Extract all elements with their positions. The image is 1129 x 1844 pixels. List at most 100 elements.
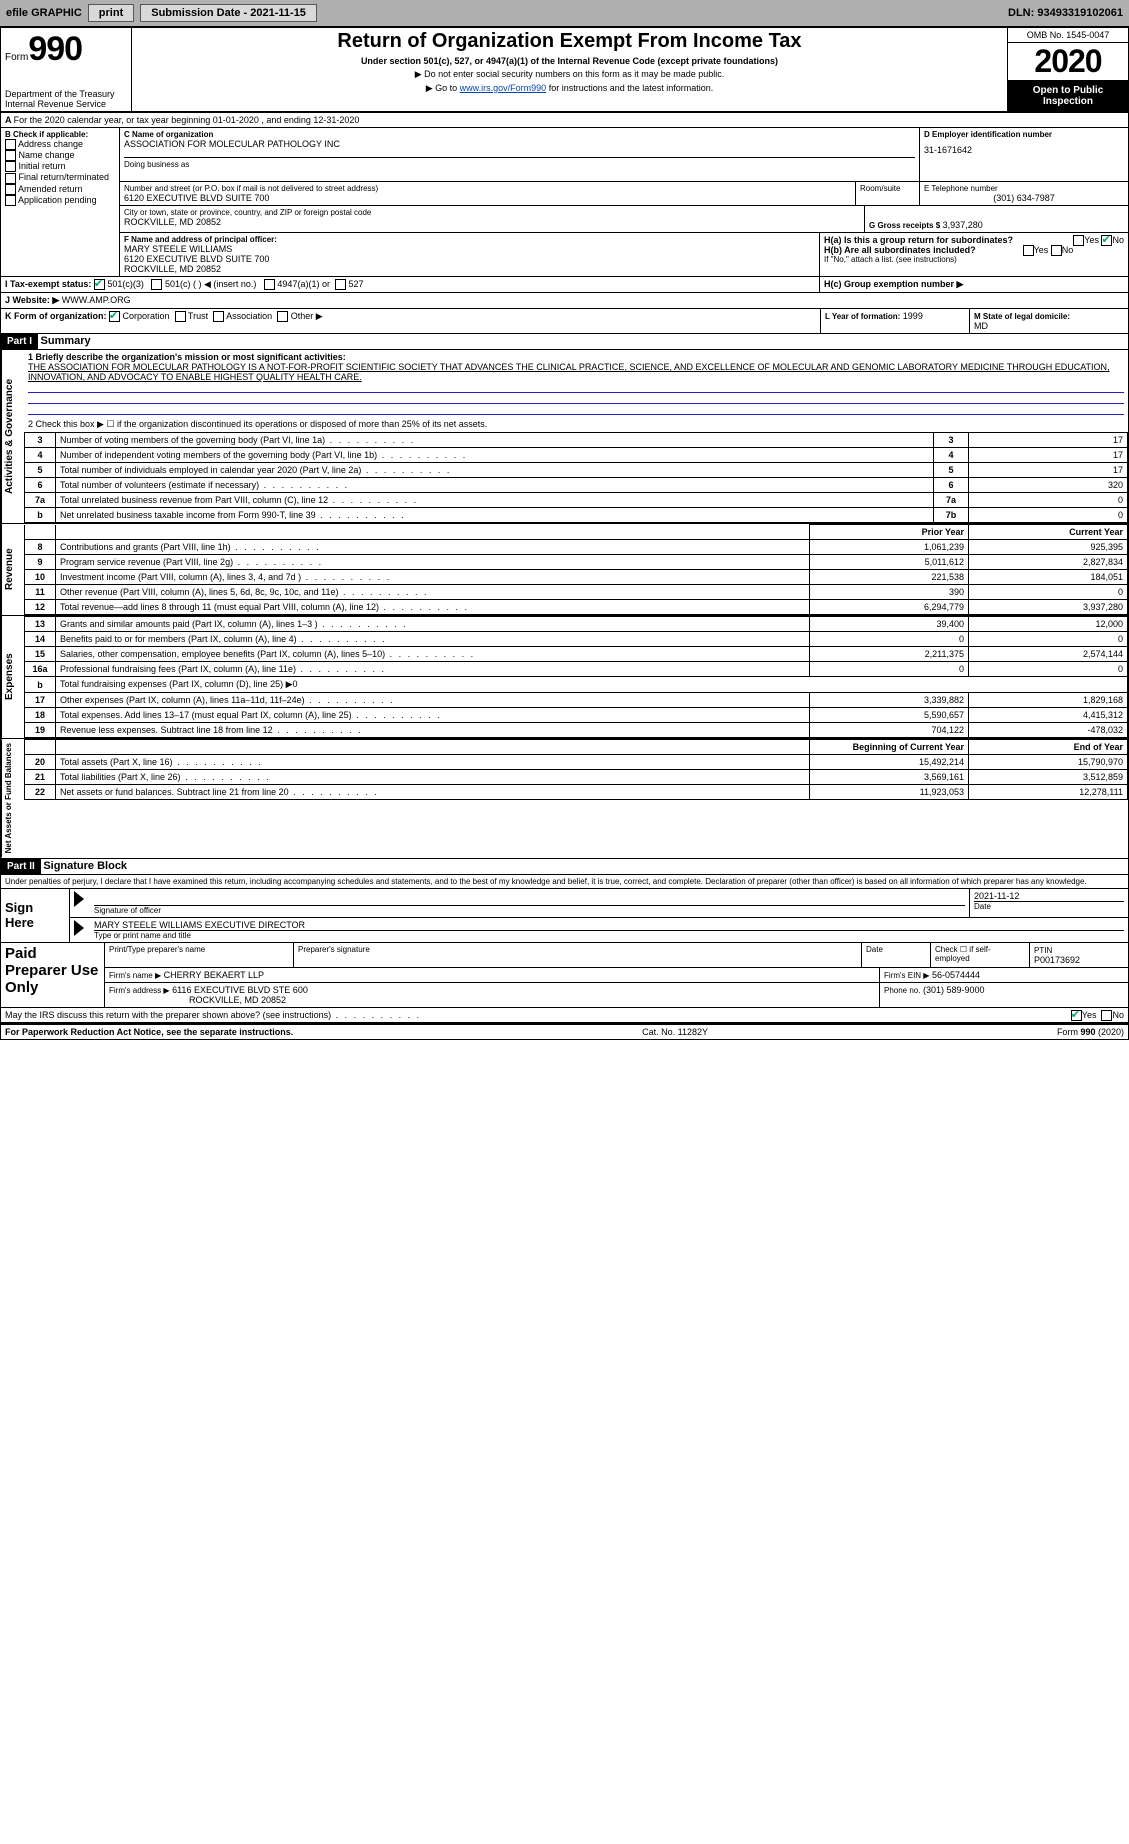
j-website: J Website: ▶ WWW.AMP.ORG — [1, 293, 1128, 308]
submission-date-button[interactable]: Submission Date - 2021-11-15 — [140, 4, 317, 22]
e-phone-label: E Telephone number — [924, 184, 1124, 193]
table-row: 17Other expenses (Part IX, column (A), l… — [25, 693, 1128, 708]
form-page: Form 990 (2020) — [1057, 1027, 1124, 1037]
officer-addr2: ROCKVILLE, MD 20852 — [124, 264, 815, 274]
paid-preparer-label: Paid Preparer Use Only — [1, 943, 105, 1007]
irs-link[interactable]: www.irs.gov/Form990 — [460, 83, 547, 93]
dba-label: Doing business as — [124, 160, 915, 169]
h-a: H(a) Is this a group return for subordin… — [824, 235, 1124, 245]
sign-here-block: Sign Here Signature of officer 2021-11-1… — [1, 889, 1128, 943]
e-phone-value: (301) 634-7987 — [924, 193, 1124, 203]
d-ein-value: 31-1671642 — [924, 145, 1124, 155]
m-state-domicile: M State of legal domicile:MD — [970, 309, 1128, 333]
c-name-label: C Name of organization — [124, 130, 915, 139]
section-a-period: A For the 2020 calendar year, or tax yea… — [1, 113, 1128, 128]
sig-date: 2021-11-12 — [974, 891, 1124, 901]
table-row: 14Benefits paid to or for members (Part … — [25, 632, 1128, 647]
b-opt-5: Application pending — [5, 195, 115, 206]
table-row: 8Contributions and grants (Part VIII, li… — [25, 540, 1128, 555]
topbar: efile GRAPHIC print Submission Date - 20… — [0, 0, 1129, 27]
dept-treasury: Department of the Treasury Internal Reve… — [5, 89, 125, 109]
l-year-formation: L Year of formation: 1999 — [821, 309, 970, 333]
form-subtitle-1: Under section 501(c), 527, or 4947(a)(1)… — [138, 56, 1001, 66]
pra-notice: For Paperwork Reduction Act Notice, see … — [5, 1027, 293, 1037]
org-name: ASSOCIATION FOR MOLECULAR PATHOLOGY INC — [124, 139, 915, 149]
table-row: bNet unrelated business taxable income f… — [25, 508, 1128, 523]
officer-name: MARY STEELE WILLIAMS — [124, 244, 815, 254]
b-opt-4: Amended return — [5, 184, 115, 195]
prep-date-label: Date — [862, 943, 931, 967]
b-label: B Check if applicable: — [5, 130, 115, 139]
name-title-label: Type or print name and title — [94, 930, 1124, 940]
side-revenue: Revenue — [1, 524, 24, 615]
part-i-header: Part I Summary — [1, 334, 1128, 350]
efile-label: efile GRAPHIC — [6, 7, 82, 19]
revenue-table: Prior Year Current Year 8Contributions a… — [24, 524, 1128, 615]
b-opt-1: Name change — [5, 150, 115, 161]
irs-discuss-line: May the IRS discuss this return with the… — [1, 1008, 1128, 1023]
form-subtitle-2: ▶ Do not enter social security numbers o… — [138, 69, 1001, 80]
table-row: bTotal fundraising expenses (Part IX, co… — [25, 677, 1128, 693]
sign-arrow-icon-2 — [74, 920, 84, 936]
table-row: 15Salaries, other compensation, employee… — [25, 647, 1128, 662]
table-row: 20Total assets (Part X, line 16)15,492,2… — [25, 755, 1128, 770]
omb-number: OMB No. 1545-0047 — [1008, 28, 1128, 43]
table-row: 12Total revenue—add lines 8 through 11 (… — [25, 600, 1128, 615]
table-row: 6Total number of volunteers (estimate if… — [25, 478, 1128, 493]
h-c: H(c) Group exemption number ▶ — [820, 277, 1128, 292]
print-button[interactable]: print — [88, 4, 134, 22]
side-expenses: Expenses — [1, 616, 24, 738]
table-row: 22Net assets or fund balances. Subtract … — [25, 785, 1128, 800]
org-address: 6120 EXECUTIVE BLVD SUITE 700 — [124, 193, 851, 203]
tax-year: 2020 — [1008, 43, 1128, 81]
sign-here-label: Sign Here — [1, 889, 70, 942]
table-row: 10Investment income (Part VIII, column (… — [25, 570, 1128, 585]
firm-address: 6116 EXECUTIVE BLVD STE 600 — [172, 985, 308, 995]
form-title: Return of Organization Exempt From Incom… — [138, 30, 1001, 53]
form-subtitle-3: ▶ Go to www.irs.gov/Form990 for instruct… — [138, 83, 1001, 94]
sig-date-label: Date — [974, 901, 1124, 911]
header-block-bcdefgh: B Check if applicable: Address change Na… — [1, 128, 1128, 277]
form-header: Form990 Department of the Treasury Inter… — [1, 28, 1128, 113]
g-gross-label: G Gross receipts $ — [869, 221, 940, 230]
h-b: H(b) Are all subordinates included? Yes … — [824, 245, 1124, 255]
officer-name-title: MARY STEELE WILLIAMS EXECUTIVE DIRECTOR — [94, 920, 1124, 930]
table-row: 4Number of independent voting members of… — [25, 448, 1128, 463]
table-row: 13Grants and similar amounts paid (Part … — [25, 617, 1128, 632]
table-row: 9Program service revenue (Part VIII, lin… — [25, 555, 1128, 570]
cat-no: Cat. No. 11282Y — [642, 1027, 708, 1037]
dln-label: DLN: 93493319102061 — [1008, 7, 1123, 19]
side-net-assets: Net Assets or Fund Balances — [1, 739, 24, 857]
officer-addr1: 6120 EXECUTIVE BLVD SUITE 700 — [124, 254, 815, 264]
part-ii-header: Part II Signature Block — [1, 859, 1128, 875]
ptin-value: P00173692 — [1034, 955, 1080, 965]
firm-ein: 56-0574444 — [932, 970, 980, 980]
form-word: Form — [5, 52, 28, 63]
perjury-declaration: Under penalties of perjury, I declare th… — [1, 875, 1128, 889]
side-activities-governance: Activities & Governance — [1, 350, 24, 523]
firm-name: CHERRY BEKAERT LLP — [164, 970, 264, 980]
paid-preparer-block: Paid Preparer Use Only Print/Type prepar… — [1, 943, 1128, 1008]
form-container: Form990 Department of the Treasury Inter… — [0, 27, 1129, 1040]
city-label: City or town, state or province, country… — [124, 208, 860, 217]
d-ein-label: D Employer identification number — [924, 130, 1124, 139]
net-assets-table: Beginning of Current Year End of Year 20… — [24, 739, 1128, 800]
sign-arrow-icon — [74, 891, 84, 907]
i-tax-exempt: I Tax-exempt status: 501(c)(3) 501(c) ( … — [1, 277, 820, 292]
k-form-org: K Form of organization: Corporation Trus… — [1, 309, 821, 333]
expenses-table: 13Grants and similar amounts paid (Part … — [24, 616, 1128, 738]
h-b-note: If "No," attach a list. (see instruction… — [824, 255, 1124, 264]
open-to-public: Open to Public Inspection — [1008, 81, 1128, 111]
org-city: ROCKVILLE, MD 20852 — [124, 217, 860, 227]
table-row: 21Total liabilities (Part X, line 26)3,5… — [25, 770, 1128, 785]
q2-checkbox-line: 2 Check this box ▶ ☐ if the organization… — [24, 417, 1128, 432]
b-opt-0: Address change — [5, 139, 115, 150]
prep-name-label: Print/Type preparer's name — [105, 943, 294, 967]
prep-self-emp: Check ☐ if self-employed — [931, 943, 1030, 967]
table-row: 16aProfessional fundraising fees (Part I… — [25, 662, 1128, 677]
part-i-body: Activities & Governance 1 Briefly descri… — [1, 350, 1128, 524]
b-opt-3: Final return/terminated — [5, 172, 115, 183]
table-row: 3Number of voting members of the governi… — [25, 433, 1128, 448]
addr-label: Number and street (or P.O. box if mail i… — [124, 184, 851, 193]
table-row: 11Other revenue (Part VIII, column (A), … — [25, 585, 1128, 600]
